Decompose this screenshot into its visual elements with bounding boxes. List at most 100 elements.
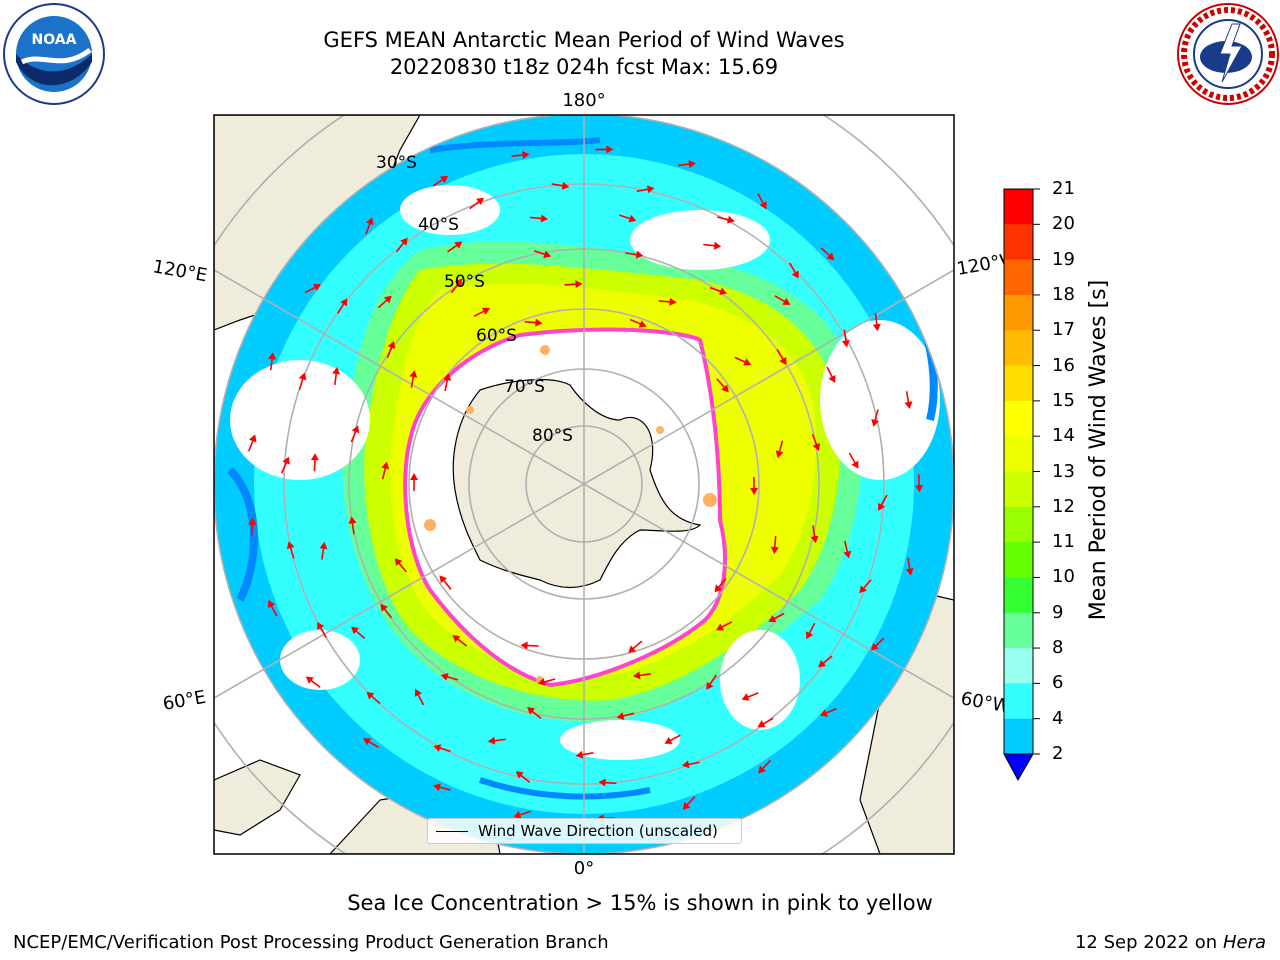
colorbar-tick-label: 12 — [1052, 495, 1075, 517]
wave-direction-arrow — [440, 673, 459, 681]
wave-direction-arrow — [664, 734, 681, 744]
wave-direction-arrow — [304, 283, 322, 294]
wave-direction-arrow — [709, 287, 728, 296]
wave-direction-arrow — [806, 622, 816, 640]
footer-credit: NCEP/EMC/Verification Post Processing Pr… — [13, 932, 609, 953]
wave-direction-arrow — [770, 536, 779, 555]
wave-direction-arrow — [395, 237, 408, 253]
colorbar-tick-label: 17 — [1052, 319, 1075, 341]
wave-direction-arrow — [447, 241, 463, 253]
wave-direction-arrow — [248, 434, 257, 452]
wave-direction-arrow — [280, 456, 290, 474]
wave-direction-arrow — [734, 356, 752, 366]
footer-date: 12 Sep 2022 on Hera — [1075, 932, 1266, 953]
wave-direction-arrow — [515, 771, 531, 784]
wave-direction-arrow — [859, 579, 872, 594]
lon-label-180: 180° — [562, 90, 605, 111]
wave-direction-arrow — [366, 691, 381, 705]
wave-direction-arrow — [774, 295, 791, 305]
wave-direction-arrow — [268, 352, 277, 371]
lat-label-40s: 40°S — [418, 215, 459, 235]
wave-direction-arrow — [811, 433, 821, 451]
wave-direction-arrow — [487, 736, 506, 745]
antarctica — [452, 378, 702, 589]
nws-logo — [1177, 3, 1279, 105]
wave-direction-arrow — [319, 541, 328, 560]
footer-machine: Hera — [1222, 932, 1266, 953]
colorbar-tick-label: 13 — [1052, 460, 1075, 482]
colorbar-extend-arrow — [1003, 753, 1034, 782]
wave-direction-arrow — [443, 373, 452, 392]
wave-direction-arrow — [636, 185, 655, 194]
colorbar-segment — [1004, 612, 1033, 649]
colorbar-segment — [1004, 718, 1033, 755]
wave-direction-arrow — [716, 378, 729, 393]
colorbar-tick-label: 14 — [1052, 425, 1075, 447]
wave-direction-arrow — [872, 313, 881, 332]
lat-label-60s: 60°S — [476, 326, 517, 346]
wave-direction-arrow — [789, 262, 799, 279]
wave-direction-arrow — [775, 440, 784, 459]
wave-direction-arrow — [432, 175, 449, 187]
lon-label-120e: 120°E — [151, 256, 209, 286]
longitude-grid — [214, 115, 954, 854]
wave-direction-arrow — [904, 391, 913, 409]
wave-direction-arrow — [377, 295, 392, 309]
colorbar-segment — [1004, 542, 1033, 578]
wave-direction-arrow — [268, 600, 278, 617]
colorbar-tick-label: 6 — [1052, 672, 1064, 694]
wave-direction-arrow — [386, 341, 396, 359]
wave-direction-arrow — [768, 612, 785, 623]
colorbar-segment — [1004, 436, 1033, 472]
wave-direction-arrow — [381, 461, 390, 480]
chart-subtitle: 20220830 t18z 024h fcst Max: 15.69 — [389, 55, 779, 79]
wave-direction-arrow — [433, 744, 451, 753]
wave-direction-arrow — [310, 453, 319, 472]
legend-line-swatch — [436, 830, 468, 832]
wave-direction-arrow — [810, 525, 819, 544]
colorbar-segment — [1004, 365, 1033, 402]
colorbar-segment — [1004, 259, 1033, 296]
wave-direction-arrow — [625, 250, 644, 259]
wave-direction-arrow — [633, 671, 651, 680]
wave-direction-arrow — [533, 250, 552, 259]
lon-label-60e: 60°E — [161, 687, 207, 715]
wave-direction-arrow — [530, 214, 549, 223]
wave-direction-arrow — [878, 494, 888, 511]
wave-direction-arrow — [248, 517, 257, 536]
colorbar-segment — [1004, 471, 1033, 508]
wave-direction-arrow — [414, 688, 425, 706]
wave-direction-arrow — [564, 280, 583, 289]
wave-direction-arrow — [905, 557, 914, 576]
wave-direction-arrow — [551, 181, 570, 190]
wave-direction-arrow — [469, 197, 485, 210]
wave-direction-arrow — [524, 318, 543, 327]
wave-direction-arrow — [433, 783, 451, 792]
wave-direction-arrow — [410, 473, 419, 492]
colorbar-tick-label: 20 — [1052, 213, 1075, 235]
wave-direction-arrow — [598, 778, 617, 787]
wave-direction-arrow — [513, 810, 531, 819]
wave-direction-arrow — [350, 425, 360, 443]
wave-direction-arrow — [757, 193, 767, 210]
wave-direction-arrow — [439, 575, 452, 590]
wave-direction-arrow — [520, 641, 539, 650]
wave-direction-arrow — [629, 318, 647, 328]
colorbar-tick-label: 10 — [1052, 566, 1075, 588]
colorbar-tick-label: 2 — [1052, 743, 1064, 764]
wave-direction-arrow — [681, 760, 700, 769]
colorbar-tick-label: 15 — [1052, 389, 1075, 411]
lat-label-70s: 70°S — [504, 377, 545, 397]
lat-label-30s: 30°S — [376, 153, 417, 173]
wave-direction-arrow — [703, 241, 722, 250]
colorbar-tick-label: 19 — [1052, 248, 1075, 270]
colorbar-title: Mean Period of Wind Waves [s] — [1086, 279, 1111, 621]
wave-direction-arrow — [716, 621, 733, 631]
colorbar-segment — [1004, 224, 1033, 261]
wave-direction-arrow — [409, 370, 418, 388]
colorbar-tick-label: 4 — [1052, 707, 1064, 729]
wave-direction-arrow — [363, 738, 379, 749]
wave-direction-arrow — [758, 759, 772, 774]
wave-direction-arrow — [537, 677, 556, 686]
